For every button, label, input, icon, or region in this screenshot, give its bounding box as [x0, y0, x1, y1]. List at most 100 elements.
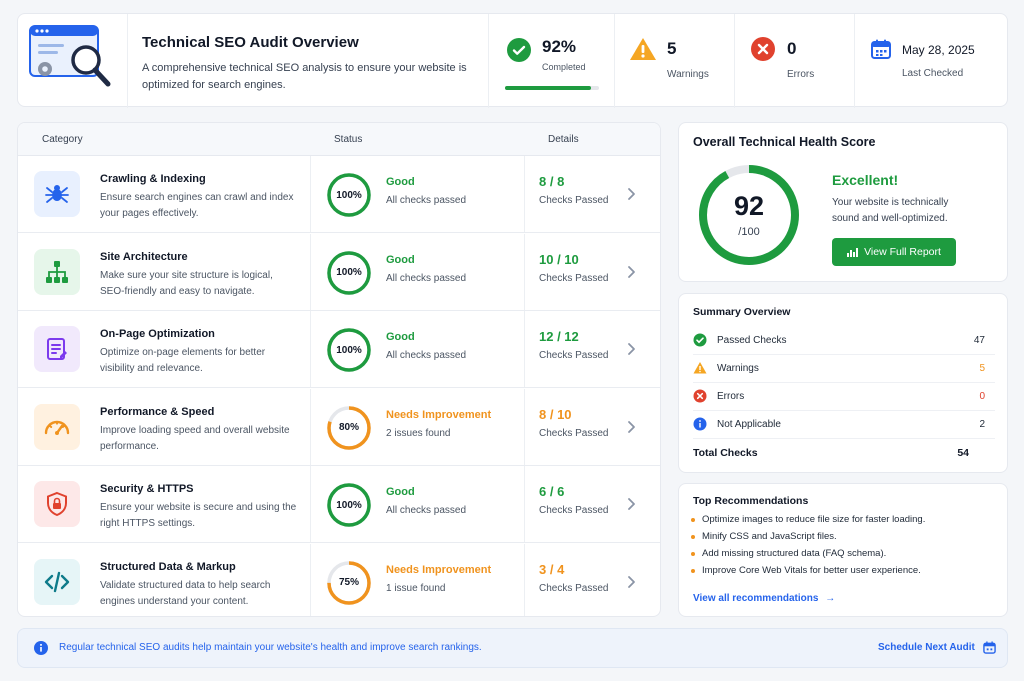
status-percent: 100%	[336, 499, 362, 511]
error-x-circle-icon	[751, 37, 775, 61]
column-divider	[310, 543, 311, 616]
warnings-label: Warnings	[667, 69, 709, 80]
table-row[interactable]: Site Architecture Make sure your site str…	[18, 233, 660, 311]
chevron-right-icon[interactable]	[626, 419, 638, 435]
stat-errors: 0 Errors	[734, 14, 854, 108]
table-row[interactable]: Structured Data & Markup Validate structu…	[18, 543, 660, 616]
column-divider	[524, 156, 525, 232]
summary-row-errors: Errors 0	[693, 383, 995, 411]
status-progress-ring	[327, 173, 371, 217]
category-description: Ensure your website is secure and using …	[100, 502, 297, 529]
table-row[interactable]: Security & HTTPS Ensure your website is s…	[18, 466, 660, 543]
last-checked-label: Last Checked	[902, 68, 964, 79]
status-subtext: 2 issues found	[386, 427, 451, 439]
check-circle-icon	[693, 333, 707, 347]
errors-label: Errors	[787, 69, 815, 80]
warning-triangle-icon	[693, 362, 707, 374]
column-header-status: Status	[334, 134, 363, 145]
status-percent: 100%	[336, 267, 362, 278]
info-circle-icon	[693, 417, 707, 431]
summary-total-label: Total Checks	[693, 447, 758, 459]
completed-label: Completed	[542, 62, 586, 72]
chevron-right-icon[interactable]	[626, 341, 638, 357]
column-header-details: Details	[548, 134, 579, 145]
table-row[interactable]: Performance & Speed Improve loading speed…	[18, 388, 660, 466]
table-row[interactable]: Crawling & Indexing Ensure search engines…	[18, 156, 660, 233]
checks-count: 10 / 10	[539, 251, 579, 267]
summary-value: 5	[979, 363, 985, 374]
page-edit-icon	[34, 326, 80, 372]
table-header: Category Status Details	[18, 123, 660, 156]
category-description: Optimize on-page elements for better vis…	[100, 347, 266, 374]
checks-count: 8 / 10	[539, 406, 572, 422]
chevron-right-icon[interactable]	[626, 574, 638, 590]
warnings-value: 5	[667, 39, 677, 58]
status-progress-ring	[327, 328, 371, 372]
chevron-right-icon[interactable]	[626, 264, 638, 280]
status-label: Good	[386, 253, 415, 266]
column-divider	[310, 311, 311, 387]
stat-warnings: 5 Warnings	[614, 14, 734, 108]
status-progress-ring	[327, 560, 371, 605]
summary-label: Errors	[717, 391, 745, 402]
stat-completed: 92% Completed	[488, 14, 614, 108]
status-progress-ring	[327, 483, 371, 527]
check-circle-icon	[507, 38, 531, 62]
audit-category-table: Category Status Details Crawling & Index…	[17, 122, 661, 617]
checks-label: Checks Passed	[539, 350, 609, 361]
category-title: Site Architecture	[100, 250, 188, 263]
chevron-right-icon[interactable]	[626, 496, 638, 512]
status-percent: 75%	[338, 577, 359, 588]
summary-value: 0	[979, 391, 985, 402]
status-subtext: All checks passed	[386, 350, 467, 361]
summary-row-passed: Passed Checks 47	[693, 327, 995, 355]
summary-title: Summary Overview	[693, 306, 791, 318]
checks-label: Checks Passed	[539, 582, 609, 594]
calendar-icon	[871, 39, 891, 59]
status-label: Good	[386, 331, 415, 343]
status-subtext: All checks passed	[386, 195, 467, 206]
audit-header: Technical SEO Audit Overview A comprehen…	[17, 13, 1008, 108]
errors-value: 0	[787, 39, 797, 58]
summary-label: Warnings	[717, 363, 759, 374]
category-description: Improve loading speed and overall websit…	[100, 424, 290, 452]
schedule-next-audit-button[interactable]: Schedule Next Audit	[878, 641, 996, 654]
chevron-right-icon[interactable]	[626, 186, 638, 202]
status-percent: 100%	[336, 189, 362, 201]
column-divider	[310, 233, 311, 310]
status-percent: 100%	[336, 344, 362, 356]
summary-label: Not Applicable	[717, 419, 781, 430]
column-divider	[310, 156, 311, 232]
category-title: On-Page Optimization	[100, 328, 215, 340]
recommendations-card: Top Recommendations Optimize images to r…	[678, 483, 1008, 617]
footer-note: Regular technical SEO audits help mainta…	[59, 642, 482, 653]
category-description: Ensure search engines can crawl and inde…	[100, 192, 294, 219]
recommendation-item: Minify CSS and JavaScript files.	[691, 531, 837, 542]
recommendation-item: Optimize images to reduce file size for …	[690, 514, 925, 525]
status-subtext: All checks passed	[386, 272, 467, 284]
spider-icon	[34, 171, 80, 217]
footer-banner: Regular technical SEO audits help mainta…	[17, 628, 1008, 668]
status-label: Good	[386, 176, 415, 188]
health-score-card: Overall Technical Health Score 92 /100 E…	[678, 122, 1008, 282]
status-progress-ring	[327, 250, 371, 295]
bar-chart-icon	[847, 248, 859, 257]
summary-row-warnings: Warnings 5	[693, 355, 995, 383]
category-title: Crawling & Indexing	[100, 173, 206, 185]
recommendation-item: Improve Core Web Vitals for better user …	[691, 565, 921, 576]
status-subtext: 1 issue found	[386, 582, 446, 594]
view-all-recommendations-link[interactable]: View all recommendations →	[693, 593, 836, 604]
column-divider	[524, 466, 525, 542]
status-percent: 80%	[338, 422, 359, 433]
column-divider	[524, 311, 525, 387]
table-row[interactable]: On-Page Optimization Optimize on-page ele…	[18, 311, 660, 388]
summary-row-not-applicable: Not Applicable 2	[693, 411, 995, 439]
completed-progress-track	[505, 86, 599, 90]
summary-overview-card: Summary Overview Passed Checks 47 Warnin…	[678, 293, 1008, 473]
checks-count: 8 / 8	[539, 174, 565, 189]
column-divider	[310, 466, 311, 542]
column-divider	[310, 388, 311, 465]
status-label: Good	[386, 486, 415, 498]
summary-value: 47	[973, 335, 985, 346]
view-full-report-button[interactable]: View Full Report	[832, 238, 956, 266]
